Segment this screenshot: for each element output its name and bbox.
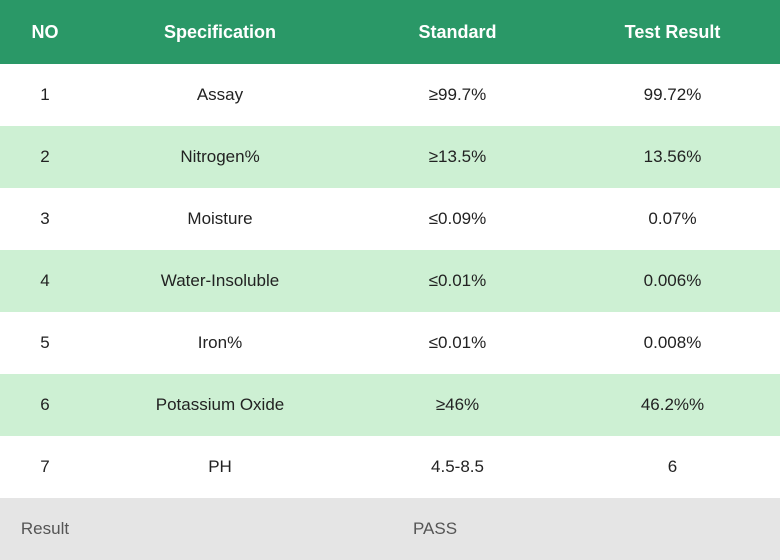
- cell-std: ≤0.01%: [350, 333, 565, 353]
- cell-res: 13.56%: [565, 147, 780, 167]
- cell-res: 0.008%: [565, 333, 780, 353]
- cell-res: 0.006%: [565, 271, 780, 291]
- table-row: 6 Potassium Oxide ≥46% 46.2%%: [0, 374, 780, 436]
- footer-value: PASS: [90, 519, 780, 539]
- table-row: 4 Water-Insoluble ≤0.01% 0.006%: [0, 250, 780, 312]
- cell-spec: Potassium Oxide: [90, 395, 350, 415]
- cell-std: 4.5-8.5: [350, 457, 565, 477]
- header-no: NO: [0, 22, 90, 43]
- cell-res: 0.07%: [565, 209, 780, 229]
- cell-no: 6: [0, 395, 90, 415]
- cell-res: 46.2%%: [565, 395, 780, 415]
- table-row: 2 Nitrogen% ≥13.5% 13.56%: [0, 126, 780, 188]
- cell-no: 7: [0, 457, 90, 477]
- cell-std: ≥46%: [350, 395, 565, 415]
- cell-std: ≤0.01%: [350, 271, 565, 291]
- cell-no: 5: [0, 333, 90, 353]
- cell-res: 6: [565, 457, 780, 477]
- cell-no: 1: [0, 85, 90, 105]
- cell-std: ≥99.7%: [350, 85, 565, 105]
- header-spec: Specification: [90, 22, 350, 43]
- table-footer-row: Result PASS: [0, 498, 780, 560]
- footer-label: Result: [0, 519, 90, 539]
- cell-spec: Nitrogen%: [90, 147, 350, 167]
- cell-spec: Water-Insoluble: [90, 271, 350, 291]
- cell-no: 2: [0, 147, 90, 167]
- cell-spec: PH: [90, 457, 350, 477]
- cell-spec: Moisture: [90, 209, 350, 229]
- spec-table: NO Specification Standard Test Result 1 …: [0, 0, 780, 560]
- table-header-row: NO Specification Standard Test Result: [0, 0, 780, 64]
- table-row: 1 Assay ≥99.7% 99.72%: [0, 64, 780, 126]
- cell-std: ≥13.5%: [350, 147, 565, 167]
- cell-spec: Iron%: [90, 333, 350, 353]
- cell-no: 4: [0, 271, 90, 291]
- cell-std: ≤0.09%: [350, 209, 565, 229]
- cell-no: 3: [0, 209, 90, 229]
- table-row: 5 Iron% ≤0.01% 0.008%: [0, 312, 780, 374]
- header-res: Test Result: [565, 22, 780, 43]
- cell-spec: Assay: [90, 85, 350, 105]
- table-row: 3 Moisture ≤0.09% 0.07%: [0, 188, 780, 250]
- header-std: Standard: [350, 22, 565, 43]
- cell-res: 99.72%: [565, 85, 780, 105]
- table-row: 7 PH 4.5-8.5 6: [0, 436, 780, 498]
